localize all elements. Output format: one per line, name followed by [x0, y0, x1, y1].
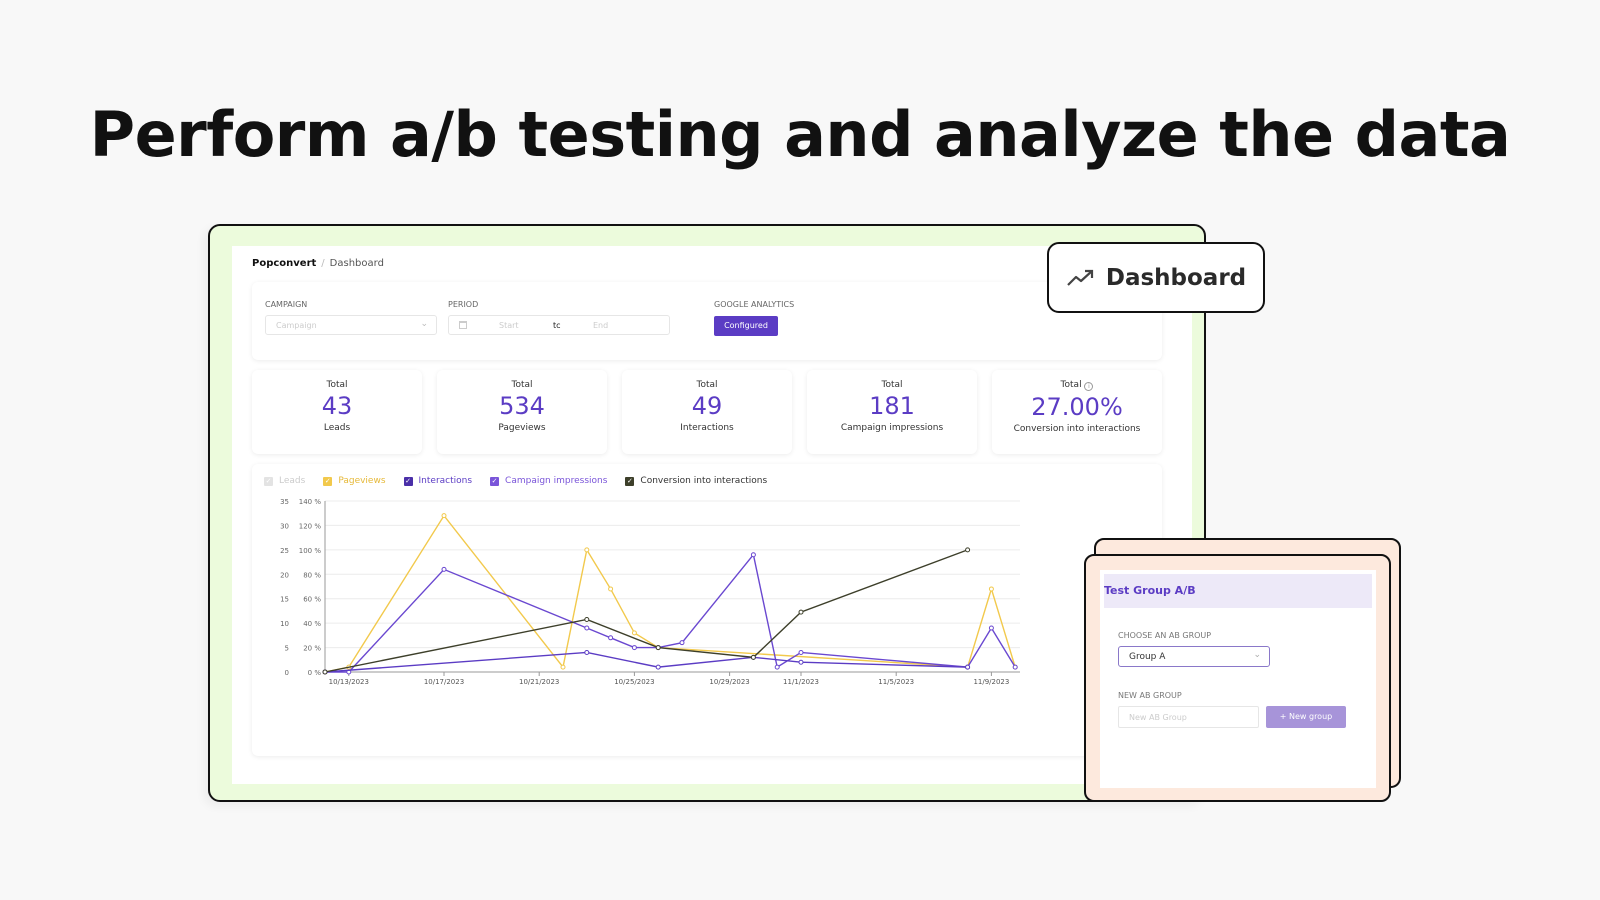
page-headline: Perform a/b testing and analyze the data	[89, 98, 1511, 171]
stat-card-interactions: Total 49 Interactions	[622, 370, 792, 454]
period-end[interactable]: End	[593, 321, 609, 330]
trending-up-icon	[1067, 269, 1093, 286]
svg-text:35: 35	[280, 498, 289, 506]
svg-text:0 %: 0 %	[308, 669, 322, 677]
stat-label: Campaign impressions	[840, 423, 944, 433]
period-to: tc	[553, 321, 561, 330]
svg-text:80 %: 80 %	[303, 571, 321, 579]
google-analytics-label: GOOGLE ANALYTICS	[714, 300, 795, 309]
checkbox-icon: ✓	[490, 476, 500, 486]
stat-title: Total	[881, 380, 903, 390]
stat-title: Total i	[992, 380, 1162, 391]
stat-value: 43	[321, 392, 353, 420]
stat-label: Conversion into interactions	[1013, 424, 1141, 434]
stat-card-leads: Total 43 Leads	[252, 370, 422, 454]
ab-panel-title: Test Group A/B	[1104, 584, 1196, 597]
campaign-placeholder: Campaign	[276, 321, 317, 330]
legend-item-campaign-impressions[interactable]: ✓ Campaign impressions	[490, 476, 607, 486]
legend-item-conversion[interactable]: ✓ Conversion into interactions	[625, 476, 767, 486]
stat-title: Total	[511, 380, 533, 390]
svg-text:140 %: 140 %	[299, 498, 322, 506]
period-start[interactable]: Start	[499, 321, 519, 330]
svg-text:11/5/2023: 11/5/2023	[878, 678, 914, 686]
new-group-button[interactable]: + New group	[1266, 706, 1346, 728]
svg-text:10/25/2023: 10/25/2023	[614, 678, 654, 686]
stat-value: 27.00%	[1031, 393, 1123, 421]
svg-text:20 %: 20 %	[303, 645, 321, 653]
stat-card-conversion: Total i 27.00% Conversion into interacti…	[992, 370, 1162, 454]
breadcrumb-current: Dashboard	[329, 258, 384, 269]
legend-item-interactions[interactable]: ✓ Interactions	[403, 476, 473, 486]
legend-item-leads[interactable]: ✓ Leads	[264, 476, 305, 486]
legend-label: Interactions	[418, 476, 473, 486]
stat-value: 49	[691, 392, 723, 420]
period-label: PERIOD	[448, 300, 479, 309]
stat-card-pageviews: Total 534 Pageviews	[437, 370, 607, 454]
svg-text:10/29/2023: 10/29/2023	[709, 678, 749, 686]
svg-text:10/13/2023: 10/13/2023	[329, 678, 369, 686]
dashboard-badge: Dashboard	[1047, 242, 1265, 313]
stat-card-campaign-impressions: Total 181 Campaign impressions	[807, 370, 977, 454]
svg-text:0: 0	[285, 669, 289, 677]
stat-label: Interactions	[680, 423, 734, 433]
stat-label: Leads	[323, 423, 351, 433]
ab-group-selected: Group A	[1129, 652, 1166, 662]
stat-title: Total	[696, 380, 718, 390]
new-group-input[interactable]: New AB Group	[1118, 706, 1259, 728]
svg-text:5: 5	[285, 645, 289, 653]
info-icon[interactable]: i	[1084, 382, 1094, 391]
svg-text:15: 15	[280, 596, 289, 604]
legend-label: Conversion into interactions	[640, 476, 768, 486]
filters-card: CAMPAIGN Campaign ⌄ PERIOD Start tc End …	[252, 282, 1162, 360]
legend-label: Leads	[279, 476, 306, 486]
calendar-icon	[459, 321, 467, 329]
legend-item-pageviews[interactable]: ✓ Pageviews	[323, 476, 386, 486]
dashboard-screenshot-frame: Popconvert / Dashboard CAMPAIGN Campaign ⌄…	[208, 224, 1206, 802]
stat-value: 181	[869, 392, 915, 420]
legend-label: Campaign impressions	[505, 476, 608, 486]
new-group-label: NEW AB GROUP	[1118, 691, 1182, 700]
dashboard-app: Popconvert / Dashboard CAMPAIGN Campaign ⌄…	[232, 246, 1192, 784]
svg-text:10: 10	[280, 620, 289, 628]
campaign-label: CAMPAIGN	[265, 300, 308, 309]
badge-label: Dashboard	[1105, 264, 1247, 291]
ab-group-select[interactable]: Group A ⌄	[1118, 646, 1270, 667]
breadcrumb: Popconvert / Dashboard	[252, 258, 384, 269]
stat-title: Total	[326, 380, 348, 390]
svg-text:60 %: 60 %	[303, 596, 321, 604]
checkbox-icon: ✓	[625, 476, 635, 486]
svg-text:10/21/2023: 10/21/2023	[519, 678, 559, 686]
checkbox-icon: ✓	[403, 476, 413, 486]
svg-text:120 %: 120 %	[299, 522, 322, 530]
svg-text:10/17/2023: 10/17/2023	[424, 678, 464, 686]
line-chart[interactable]: 0 0 % 5 20 % 10 40 % 15 60 % 20 80 % 25 100 % 30 120 …	[252, 464, 1162, 756]
ab-panel-header: Test Group A/B	[1104, 574, 1372, 608]
breadcrumb-root[interactable]: Popconvert	[252, 258, 317, 269]
checkbox-icon: ✓	[323, 476, 333, 486]
breadcrumb-separator: /	[321, 258, 325, 269]
ab-panel-content: Test Group A/B CHOOSE AN AB GROUP Group …	[1100, 570, 1376, 788]
ab-test-panel: Test Group A/B CHOOSE AN AB GROUP Group …	[1084, 554, 1391, 802]
google-analytics-configured-button[interactable]: Configured	[714, 316, 778, 336]
svg-text:20: 20	[280, 571, 289, 579]
stat-title-text: Total	[1060, 380, 1082, 390]
choose-group-label: CHOOSE AN AB GROUP	[1118, 631, 1212, 640]
legend-label: Pageviews	[338, 476, 386, 486]
stat-label: Pageviews	[498, 423, 546, 433]
campaign-select[interactable]: Campaign ⌄	[265, 315, 437, 335]
svg-text:11/9/2023: 11/9/2023	[973, 678, 1009, 686]
chevron-down-icon: ⌄	[420, 319, 428, 329]
chevron-down-icon: ⌄	[1253, 650, 1261, 660]
period-range-input[interactable]: Start tc End	[448, 315, 670, 335]
chart-legend: ✓ Leads ✓ Pageviews ✓ Interactions ✓ Campaig…	[264, 476, 767, 486]
svg-text:30: 30	[280, 522, 289, 530]
stat-value: 534	[499, 392, 545, 420]
chart-card: ✓ Leads ✓ Pageviews ✓ Interactions ✓ Campaig…	[252, 464, 1162, 756]
svg-text:25: 25	[280, 547, 289, 555]
svg-text:11/1/2023: 11/1/2023	[783, 678, 819, 686]
svg-text:40 %: 40 %	[303, 620, 321, 628]
svg-text:100 %: 100 %	[299, 547, 322, 555]
checkbox-icon: ✓	[264, 476, 273, 486]
